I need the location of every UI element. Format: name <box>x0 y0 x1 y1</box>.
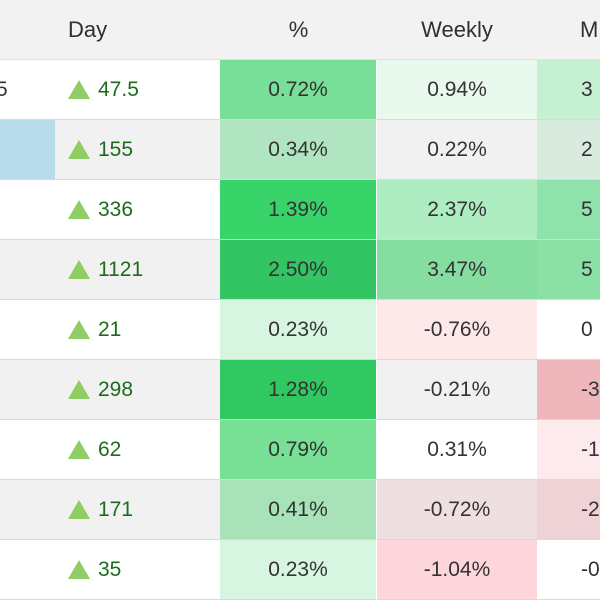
weekly-cell: 0.31% <box>377 420 537 480</box>
weekly-cell: -0.21% <box>377 360 537 420</box>
header-weekly[interactable]: Weekly <box>377 0 537 60</box>
day-change-value: 155 <box>98 137 134 161</box>
day-change-cell: 21 <box>55 300 220 360</box>
header-day[interactable]: Day <box>55 0 220 60</box>
row-left-value: 5 <box>0 77 8 101</box>
row-left-cell <box>0 480 55 540</box>
day-change-cell: 62 <box>55 420 220 480</box>
weekly-cell: 3.47% <box>377 240 537 300</box>
percent-cell: 1.39% <box>220 180 377 240</box>
up-arrow-icon <box>68 500 90 519</box>
up-arrow-icon <box>68 200 90 219</box>
day-change-cell: 298 <box>55 360 220 420</box>
day-change-cell: 47.5 <box>55 60 220 120</box>
row-left-cell <box>0 300 55 360</box>
monthly-cell: 3 <box>537 60 600 120</box>
row-left-cell <box>0 180 55 240</box>
day-change-cell: 336 <box>55 180 220 240</box>
monthly-cell: 2 <box>537 120 600 180</box>
row-left-cell <box>0 120 55 180</box>
up-arrow-icon <box>68 80 90 99</box>
day-change-value: 62 <box>98 437 122 461</box>
header-monthly[interactable]: M <box>537 0 600 60</box>
monthly-cell: 0 <box>537 300 600 360</box>
percent-cell: 0.34% <box>220 120 377 180</box>
up-arrow-icon <box>68 380 90 399</box>
day-change-value: 35 <box>98 557 122 581</box>
day-change-cell: 171 <box>55 480 220 540</box>
up-arrow-icon <box>68 440 90 459</box>
header-percent[interactable]: % <box>220 0 377 60</box>
monthly-cell: 5 <box>537 180 600 240</box>
weekly-cell: 0.22% <box>377 120 537 180</box>
day-change-value: 298 <box>98 377 134 401</box>
percent-cell: 0.79% <box>220 420 377 480</box>
up-arrow-icon <box>68 260 90 279</box>
day-change-cell: 155 <box>55 120 220 180</box>
percent-cell: 0.72% <box>220 60 377 120</box>
day-change-cell: 35 <box>55 540 220 600</box>
percent-cell: 0.23% <box>220 300 377 360</box>
up-arrow-icon <box>68 320 90 339</box>
percent-cell: 0.23% <box>220 540 377 600</box>
monthly-cell: -0 <box>537 540 600 600</box>
day-change-cell: 1121 <box>55 240 220 300</box>
monthly-cell: 5 <box>537 240 600 300</box>
header-blank <box>0 0 55 60</box>
day-change-value: 336 <box>98 197 134 221</box>
monthly-cell: -2 <box>537 480 600 540</box>
weekly-cell: 0.94% <box>377 60 537 120</box>
up-arrow-icon <box>68 140 90 159</box>
row-left-cell <box>0 540 55 600</box>
percent-cell: 0.41% <box>220 480 377 540</box>
percent-cell: 2.50% <box>220 240 377 300</box>
monthly-cell: -3 <box>537 360 600 420</box>
row-left-cell <box>0 360 55 420</box>
weekly-cell: -0.72% <box>377 480 537 540</box>
percent-cell: 1.28% <box>220 360 377 420</box>
weekly-cell: -1.04% <box>377 540 537 600</box>
day-change-value: 21 <box>98 317 122 341</box>
row-left-cell <box>0 240 55 300</box>
highlight-chip <box>0 120 55 179</box>
monthly-cell: -1 <box>537 420 600 480</box>
row-left-cell <box>0 420 55 480</box>
day-change-value: 171 <box>98 497 134 521</box>
day-change-value: 1121 <box>98 257 144 281</box>
weekly-cell: -0.76% <box>377 300 537 360</box>
day-change-value: 47.5 <box>98 77 139 101</box>
up-arrow-icon <box>68 560 90 579</box>
row-left-cell: 5 <box>0 60 55 120</box>
weekly-cell: 2.37% <box>377 180 537 240</box>
